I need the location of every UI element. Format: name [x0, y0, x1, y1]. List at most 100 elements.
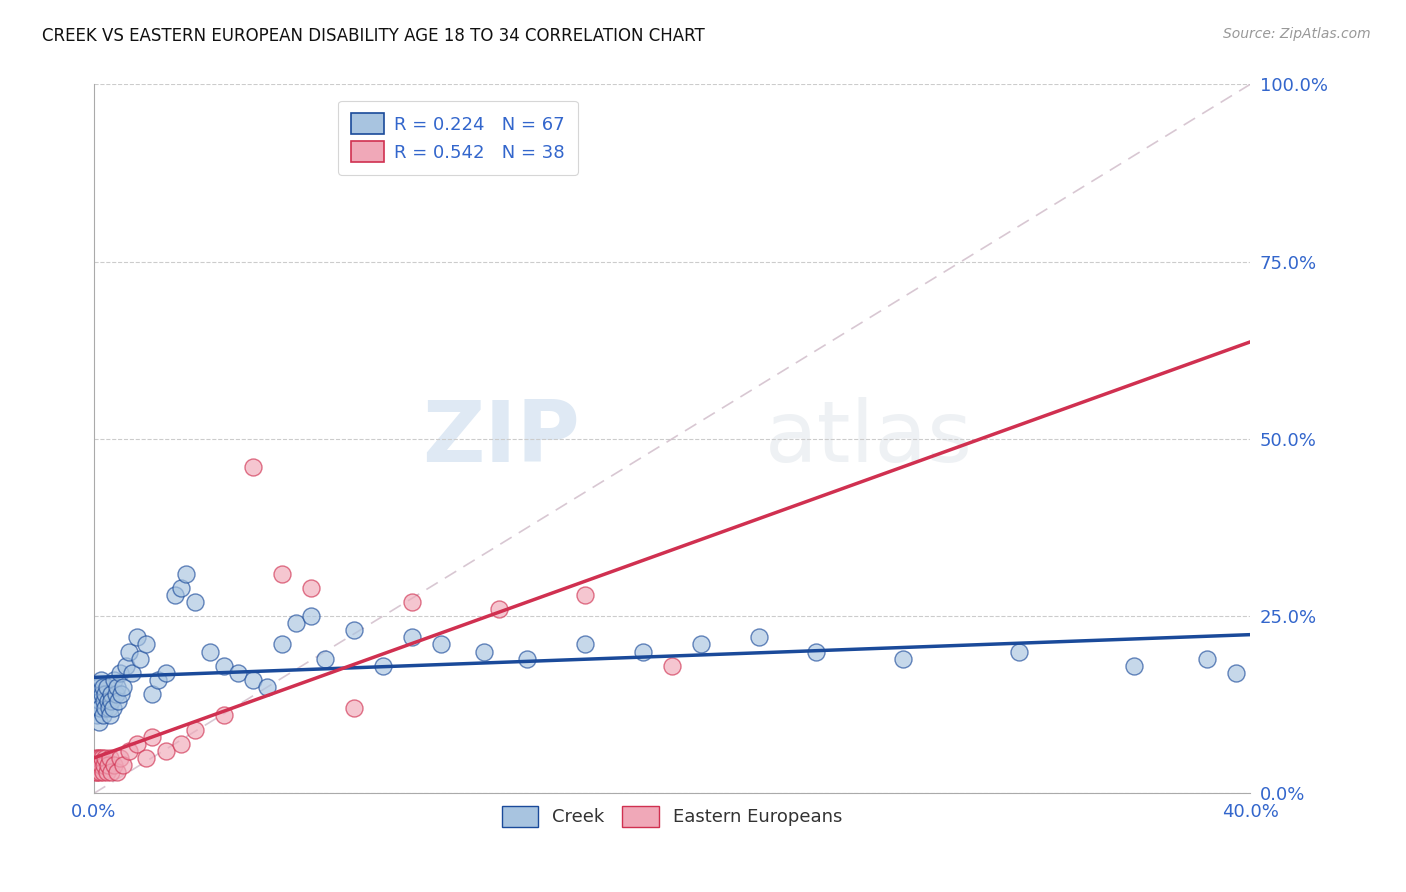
Point [146, 673, 169, 687]
Point [141, 687, 163, 701]
Point [135, 638, 157, 652]
Point [89, 765, 111, 780]
Point [127, 737, 149, 751]
Point [97, 694, 120, 708]
Point [401, 631, 423, 645]
Point [117, 744, 139, 758]
Point [299, 581, 322, 595]
Point [97, 758, 120, 772]
Point [748, 631, 770, 645]
Point [100, 694, 122, 708]
Point [371, 658, 394, 673]
Point [631, 644, 654, 658]
Point [429, 638, 451, 652]
Point [114, 658, 136, 673]
Point [83, 758, 105, 772]
Point [89, 715, 111, 730]
Point [111, 758, 134, 772]
Point [84, 701, 107, 715]
Point [94, 701, 117, 715]
Point [169, 737, 191, 751]
Point [1123, 658, 1146, 673]
Point [86, 708, 108, 723]
Point [135, 751, 157, 765]
Point [86, 758, 108, 772]
Point [100, 687, 122, 701]
Point [91, 765, 114, 780]
Point [198, 644, 221, 658]
Point [574, 638, 596, 652]
Point [117, 644, 139, 658]
Point [98, 751, 121, 765]
Point [574, 588, 596, 602]
Point [141, 730, 163, 744]
Point [242, 460, 264, 475]
Point [103, 758, 125, 772]
Point [89, 701, 111, 715]
Point [93, 694, 115, 708]
Point [94, 687, 117, 701]
Point [97, 701, 120, 715]
Point [472, 644, 495, 658]
Point [103, 673, 125, 687]
Point [343, 701, 366, 715]
Point [1225, 665, 1247, 680]
Point [91, 751, 114, 765]
Point [242, 673, 264, 687]
Point [101, 701, 124, 715]
Point [84, 765, 107, 780]
Point [108, 751, 131, 765]
Point [689, 638, 711, 652]
Point [100, 765, 122, 780]
Text: atlas: atlas [765, 398, 973, 481]
Legend: Creek, Eastern Europeans: Creek, Eastern Europeans [495, 798, 849, 834]
Point [488, 602, 510, 616]
Point [343, 624, 366, 638]
Point [661, 658, 683, 673]
Point [176, 566, 198, 581]
Point [91, 708, 114, 723]
Point [184, 595, 207, 609]
Point [89, 751, 111, 765]
Point [155, 665, 177, 680]
Point [86, 687, 108, 701]
Point [104, 687, 127, 701]
Point [89, 694, 111, 708]
Point [155, 744, 177, 758]
Point [299, 609, 322, 624]
Point [516, 651, 538, 665]
Point [105, 680, 128, 694]
Point [184, 723, 207, 737]
Point [314, 651, 336, 665]
Point [87, 680, 110, 694]
Point [87, 751, 110, 765]
Point [806, 644, 828, 658]
Point [84, 694, 107, 708]
Point [108, 665, 131, 680]
Point [127, 631, 149, 645]
Point [93, 758, 115, 772]
Point [86, 765, 108, 780]
Point [169, 581, 191, 595]
Point [212, 658, 235, 673]
Point [212, 708, 235, 723]
Point [228, 665, 250, 680]
Point [163, 588, 186, 602]
Point [107, 694, 129, 708]
Text: ZIP: ZIP [422, 398, 579, 481]
Point [129, 651, 152, 665]
Point [110, 687, 132, 701]
Point [270, 566, 292, 581]
Point [270, 638, 292, 652]
Point [91, 687, 114, 701]
Point [285, 616, 308, 631]
Point [401, 595, 423, 609]
Point [89, 758, 111, 772]
Point [891, 651, 914, 665]
Point [84, 751, 107, 765]
Point [111, 680, 134, 694]
Point [1008, 644, 1031, 658]
Point [105, 765, 128, 780]
Point [96, 680, 118, 694]
Text: Source: ZipAtlas.com: Source: ZipAtlas.com [1223, 27, 1371, 41]
